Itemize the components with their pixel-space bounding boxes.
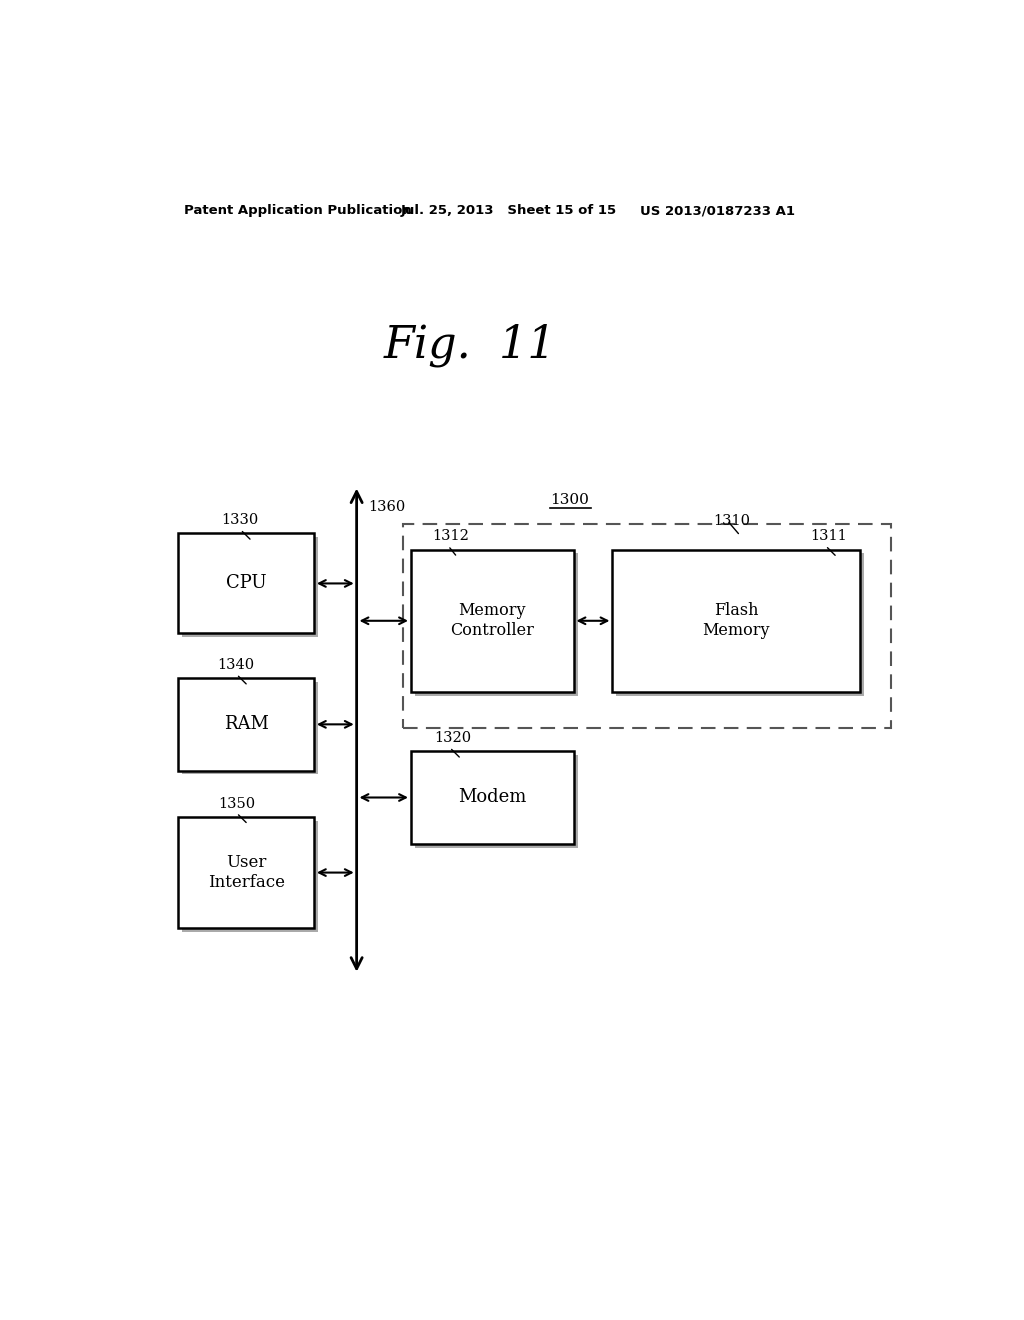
Bar — [182, 821, 317, 932]
Text: Modem: Modem — [458, 788, 526, 807]
Bar — [403, 524, 891, 729]
Text: 1340: 1340 — [217, 657, 254, 672]
Bar — [415, 553, 578, 696]
Text: Memory
Controller: Memory Controller — [451, 602, 535, 639]
Text: Jul. 25, 2013   Sheet 15 of 15: Jul. 25, 2013 Sheet 15 of 15 — [400, 205, 616, 218]
Bar — [182, 537, 317, 638]
Bar — [612, 549, 860, 692]
Text: 1310: 1310 — [713, 515, 751, 528]
Text: Patent Application Publication: Patent Application Publication — [183, 205, 412, 218]
Text: 1312: 1312 — [432, 529, 469, 544]
Text: 1320: 1320 — [434, 731, 471, 744]
Bar — [182, 682, 317, 775]
Bar — [178, 533, 314, 634]
Bar — [616, 553, 864, 696]
Bar — [411, 751, 573, 843]
Text: CPU: CPU — [226, 574, 266, 593]
Text: 1300: 1300 — [550, 494, 589, 507]
Bar — [411, 549, 573, 692]
Bar — [178, 817, 314, 928]
Text: 1311: 1311 — [810, 529, 847, 544]
Text: Fig.  11: Fig. 11 — [384, 323, 556, 367]
Text: US 2013/0187233 A1: US 2013/0187233 A1 — [640, 205, 795, 218]
Text: Flash
Memory: Flash Memory — [702, 602, 770, 639]
Bar — [415, 755, 578, 847]
Text: 1330: 1330 — [221, 513, 258, 527]
Bar — [178, 678, 314, 771]
Text: 1350: 1350 — [219, 796, 256, 810]
Text: RAM: RAM — [224, 715, 268, 734]
Text: User
Interface: User Interface — [208, 854, 285, 891]
Text: 1360: 1360 — [369, 499, 406, 513]
